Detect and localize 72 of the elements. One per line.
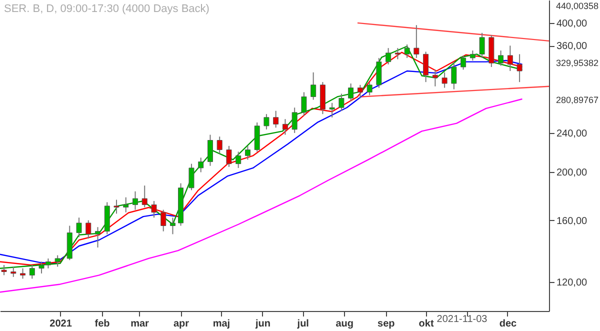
candlestick xyxy=(338,93,344,112)
candlestick xyxy=(386,48,392,65)
candlestick xyxy=(479,32,485,58)
x-tick-label: dec xyxy=(499,318,518,330)
candlestick xyxy=(54,254,60,268)
candlestick xyxy=(226,145,232,168)
candlestick xyxy=(86,220,92,240)
x-tick-label: mar xyxy=(130,318,150,330)
candlestick xyxy=(114,199,120,214)
candlestick xyxy=(123,196,129,213)
candlestick xyxy=(432,69,438,87)
candlestick xyxy=(348,82,354,102)
y-tick-label: 400,00 xyxy=(556,18,588,30)
candlestick xyxy=(216,136,222,154)
candlestick xyxy=(442,72,448,88)
y-tick-label: 120,00 xyxy=(556,278,588,289)
candlestick xyxy=(188,163,194,191)
y-tick-label: 160,00 xyxy=(556,216,588,227)
candlestick xyxy=(1,264,7,276)
candlestick xyxy=(498,50,504,66)
candlestick xyxy=(20,268,26,280)
x-tick-label: jul xyxy=(296,318,310,330)
candlestick xyxy=(170,217,176,235)
candlestick xyxy=(310,72,316,100)
candlestick xyxy=(414,24,420,58)
candlestick xyxy=(292,107,298,134)
y-tick-label: 240,00 xyxy=(556,128,588,140)
candlestick xyxy=(357,84,363,99)
x-tick-label: okt xyxy=(418,318,434,330)
text: 280,89767 xyxy=(556,95,599,105)
chart-title: SER. B, D, 09:00-17:30 (4000 Days Back) xyxy=(4,3,210,15)
candlestick xyxy=(151,200,157,218)
line-series xyxy=(0,98,523,293)
x-tick-label: 2021 xyxy=(50,318,72,330)
x-tick-label: maj xyxy=(212,318,230,330)
candlestick xyxy=(76,217,82,238)
candlestick xyxy=(254,122,260,152)
candlestick xyxy=(29,264,35,280)
candlestick xyxy=(132,190,138,210)
candlestick xyxy=(95,226,100,248)
candlestick xyxy=(236,151,242,168)
candlestick xyxy=(329,102,335,118)
text: 329,95382 xyxy=(556,58,599,68)
candlestick xyxy=(507,45,513,72)
candlestick xyxy=(394,48,400,60)
candlestick xyxy=(160,209,166,232)
x-tick-label: sep xyxy=(378,318,395,330)
candlestick xyxy=(273,110,279,128)
candlestick xyxy=(516,54,522,83)
candlestick xyxy=(301,92,307,116)
x-tick-label: jun xyxy=(254,318,270,330)
x-tick-label: feb xyxy=(94,318,110,330)
candlestick xyxy=(142,185,148,208)
x-tick-label: aug xyxy=(336,318,354,330)
candlestick xyxy=(264,114,270,130)
candlestick xyxy=(244,145,250,160)
candlestick xyxy=(366,82,372,96)
candlestick xyxy=(423,51,429,83)
candlestick xyxy=(282,118,288,136)
candlestick xyxy=(451,61,457,90)
x-tick-label: apr xyxy=(173,318,190,330)
y-tick-label: 200,00 xyxy=(556,168,588,179)
candlestick xyxy=(10,266,16,278)
candlestick xyxy=(207,134,213,166)
text: 440,00358 xyxy=(556,1,599,11)
candlestick xyxy=(198,157,204,173)
text: 2021-11-03 xyxy=(436,314,488,325)
y-tick-label: 360,00 xyxy=(556,41,588,52)
candlestick xyxy=(404,44,410,58)
candlestick xyxy=(460,54,466,70)
candlestick xyxy=(376,57,382,88)
candlestick xyxy=(470,50,476,62)
